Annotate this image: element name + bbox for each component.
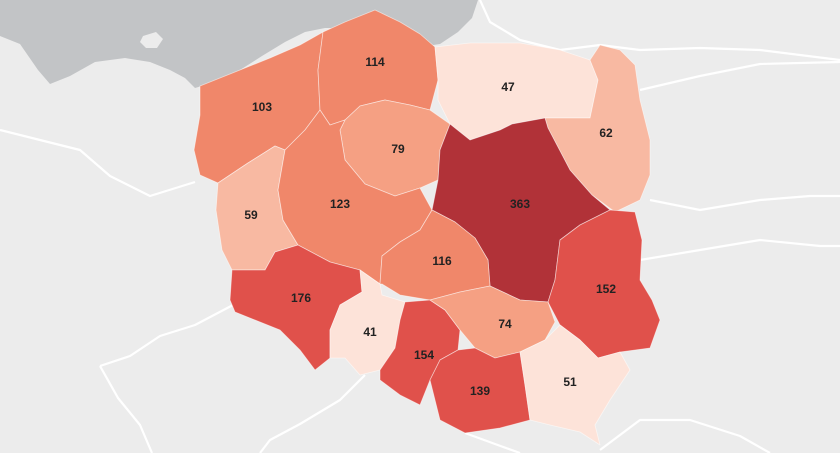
border-line bbox=[639, 238, 840, 262]
border-line bbox=[639, 60, 840, 92]
region-value-label: 51 bbox=[563, 375, 577, 389]
region-value-label: 116 bbox=[432, 254, 452, 268]
region-value-label: 62 bbox=[599, 126, 613, 140]
border-line bbox=[259, 374, 366, 453]
border-line bbox=[464, 431, 521, 453]
region-opolskie[interactable] bbox=[329, 269, 406, 376]
region-value-label: 74 bbox=[498, 317, 512, 331]
border-line bbox=[99, 304, 234, 368]
border-line bbox=[99, 365, 154, 453]
region-value-label: 103 bbox=[252, 100, 272, 114]
region-value-label: 79 bbox=[391, 142, 405, 156]
region-lodzkie[interactable] bbox=[379, 209, 491, 301]
border-line bbox=[478, 0, 601, 52]
region-value-label: 154 bbox=[414, 348, 434, 362]
region-value-label: 139 bbox=[470, 384, 490, 398]
region-value-label: 176 bbox=[291, 291, 311, 305]
region-podlaskie[interactable] bbox=[544, 44, 651, 213]
border-line bbox=[0, 128, 196, 198]
region-value-label: 59 bbox=[244, 208, 258, 222]
border-line bbox=[599, 418, 771, 453]
region-value-label: 123 bbox=[330, 197, 350, 211]
region-podkarpackie[interactable] bbox=[519, 324, 631, 446]
region-value-label: 41 bbox=[363, 325, 377, 339]
bornholm-island bbox=[140, 32, 163, 48]
region-value-label: 114 bbox=[365, 55, 385, 69]
border-line bbox=[649, 194, 840, 212]
region-value-label: 363 bbox=[510, 197, 530, 211]
region-value-label: 152 bbox=[596, 282, 616, 296]
border-line bbox=[599, 43, 840, 62]
region-value-label: 47 bbox=[501, 80, 515, 94]
region-malopolskie[interactable] bbox=[429, 347, 531, 434]
